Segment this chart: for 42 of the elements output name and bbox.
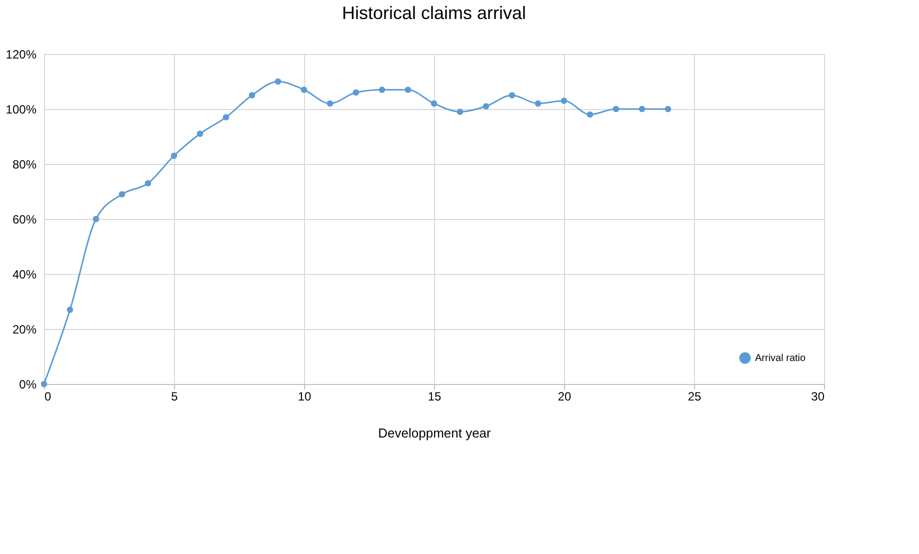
point <box>482 103 490 110</box>
legend-label: Arrival ratio <box>755 353 806 364</box>
point <box>66 306 74 313</box>
x-tick-label: 20 <box>558 390 572 404</box>
y-tick-label: 0% <box>19 378 37 392</box>
point <box>170 152 178 159</box>
point <box>118 191 126 198</box>
point <box>430 100 438 107</box>
x-tick-label: 30 <box>811 390 825 404</box>
x-tick-label: 5 <box>171 390 178 404</box>
point <box>196 130 204 137</box>
x-tick-label: 15 <box>428 390 442 404</box>
point <box>300 86 308 93</box>
point <box>248 92 256 98</box>
x-axis-title: Developpment year <box>378 426 492 440</box>
x-tick-label: 0 <box>44 390 52 404</box>
x-tick-label: 25 <box>688 390 702 404</box>
y-tick-label: 20% <box>12 322 37 336</box>
y-tick-label: 80% <box>12 158 37 172</box>
point <box>326 100 334 107</box>
y-tick-label: 100% <box>6 102 37 116</box>
point <box>40 380 48 388</box>
point <box>144 180 152 186</box>
x-tick-label: 10 <box>298 390 312 404</box>
point <box>586 111 594 118</box>
point <box>352 89 360 96</box>
point <box>560 98 568 104</box>
point <box>274 78 282 85</box>
point <box>222 114 230 120</box>
point <box>612 106 620 112</box>
point <box>456 108 464 115</box>
point <box>92 216 100 222</box>
point <box>378 86 386 93</box>
y-tick-label: 60% <box>12 212 37 226</box>
point <box>508 92 516 98</box>
y-tick-label: 120% <box>6 48 37 62</box>
point <box>534 100 542 107</box>
chart-title: Historical claims arrival <box>342 3 526 23</box>
y-tick-label: 40% <box>12 268 37 282</box>
point <box>664 106 672 112</box>
point <box>638 106 646 112</box>
point <box>404 86 412 93</box>
